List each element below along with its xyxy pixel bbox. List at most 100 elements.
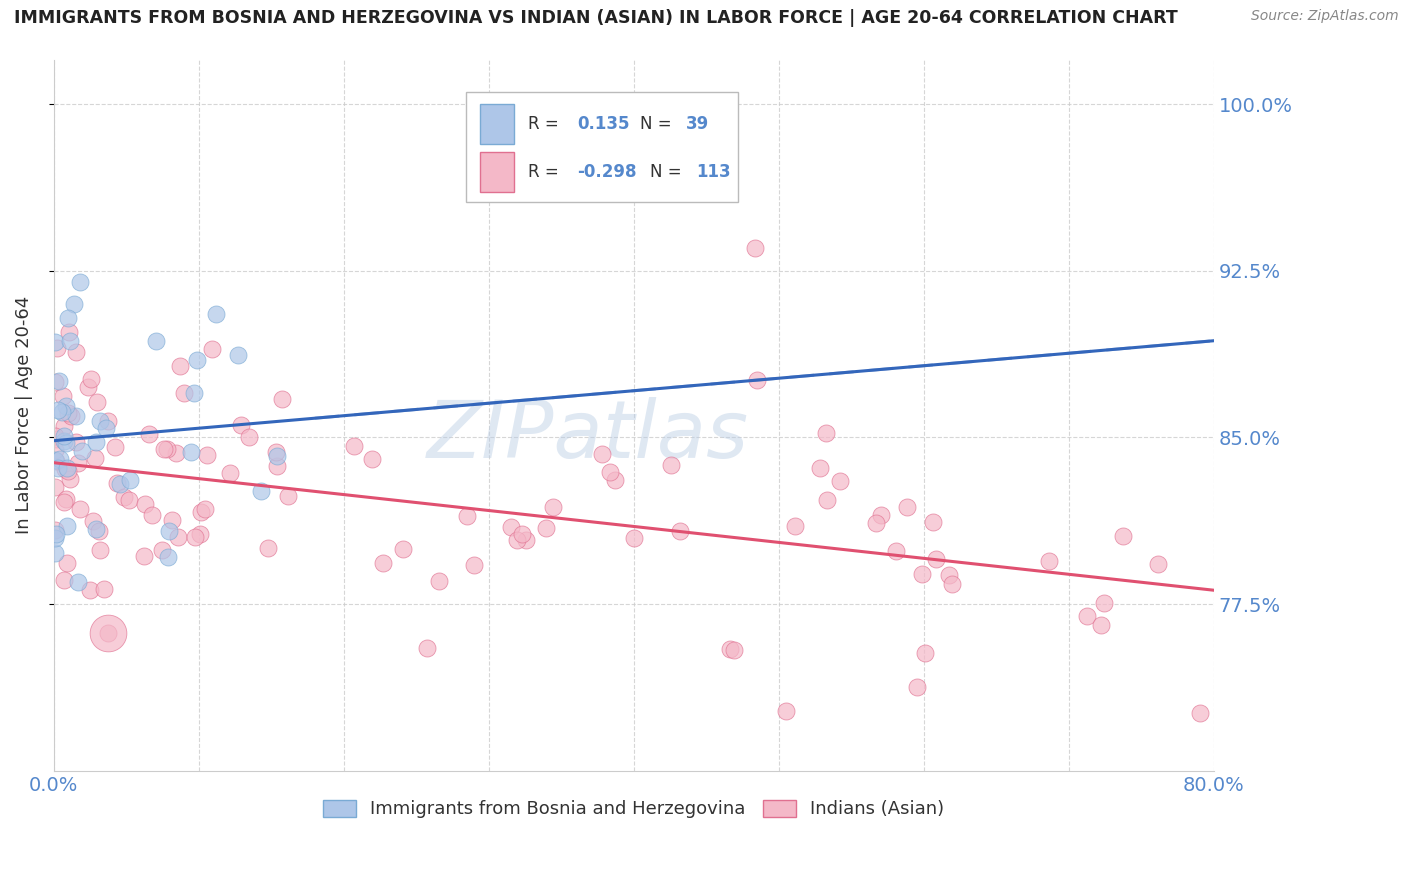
Point (534, 521, 557, 535)
Point (865, 516, 887, 530)
Point (250, 484, 273, 499)
Point (343, 439, 366, 453)
Point (512, 527, 534, 541)
Point (65, 409, 87, 424)
Point (195, 448, 218, 462)
Point (118, 493, 141, 508)
Point (599, 465, 621, 479)
Point (44, 479, 66, 493)
Point (257, 541, 280, 555)
Point (110, 477, 132, 491)
Point (48, 460, 70, 475)
Text: IMMIGRANTS FROM BOSNIA AND HERZEGOVINA VS INDIAN (ASIAN) IN LABOR FORCE | AGE 20: IMMIGRANTS FROM BOSNIA AND HERZEGOVINA V… (14, 9, 1178, 27)
Point (905, 680, 928, 694)
Point (65, 345, 87, 359)
Point (870, 508, 893, 522)
Bar (479, 153, 515, 192)
Legend: Immigrants from Bosnia and Herzegovina, Indians (Asian): Immigrants from Bosnia and Herzegovina, … (316, 792, 952, 826)
Point (1112, 529, 1135, 543)
Point (515, 533, 537, 548)
Point (93, 582, 115, 597)
Point (896, 500, 918, 515)
Point (914, 646, 936, 660)
Point (463, 558, 485, 573)
Point (277, 490, 299, 504)
Point (668, 524, 690, 538)
Point (44, 428, 66, 442)
Text: 113: 113 (696, 163, 731, 181)
Point (938, 568, 960, 582)
Point (84, 434, 107, 449)
Point (45, 453, 67, 467)
Point (45, 432, 67, 446)
Point (58, 325, 80, 339)
Point (814, 426, 837, 441)
Text: Source: ZipAtlas.com: Source: ZipAtlas.com (1251, 9, 1399, 23)
Point (659, 458, 682, 472)
Point (190, 505, 212, 519)
Text: R =: R = (529, 115, 560, 133)
Point (55, 556, 77, 570)
Point (56, 519, 79, 533)
Point (55, 460, 77, 475)
Point (361, 451, 384, 466)
Point (44, 523, 66, 537)
Point (1146, 557, 1168, 571)
Point (53, 573, 76, 587)
Point (53, 428, 76, 442)
Point (271, 392, 294, 406)
Point (44, 545, 66, 559)
Point (186, 352, 208, 367)
Point (94, 421, 117, 435)
Point (89, 543, 111, 558)
Point (80, 371, 103, 385)
Point (921, 515, 943, 529)
Point (231, 418, 253, 433)
Point (138, 427, 160, 442)
Point (105, 476, 128, 491)
Point (87, 524, 110, 539)
Point (69, 275, 91, 289)
Point (911, 567, 934, 582)
Point (194, 501, 217, 516)
Point (1076, 608, 1098, 623)
Point (48, 451, 70, 466)
Point (55, 491, 77, 506)
Point (56, 310, 79, 325)
Point (82, 514, 104, 528)
Point (392, 542, 415, 557)
Point (65, 434, 87, 449)
Y-axis label: In Labor Force | Age 20-64: In Labor Force | Age 20-64 (15, 296, 32, 534)
Point (1038, 554, 1060, 568)
Point (44, 442, 66, 457)
Point (84, 450, 107, 465)
Point (169, 359, 191, 373)
Point (541, 500, 564, 515)
Point (416, 640, 439, 655)
Point (53, 461, 76, 475)
Point (156, 549, 179, 564)
Point (456, 508, 478, 523)
Point (815, 493, 838, 508)
Point (44, 453, 66, 467)
Point (499, 520, 522, 534)
Point (120, 473, 142, 487)
Point (925, 551, 948, 566)
Bar (479, 104, 515, 144)
Point (141, 508, 163, 523)
Point (166, 530, 188, 544)
Point (59, 409, 82, 423)
Point (44, 375, 66, 389)
Point (134, 497, 156, 511)
Text: R =: R = (529, 163, 560, 181)
Point (785, 518, 807, 533)
Point (48, 374, 70, 388)
Point (45, 526, 67, 541)
Point (165, 446, 187, 460)
Point (157, 524, 180, 538)
Point (45, 341, 67, 355)
FancyBboxPatch shape (465, 92, 738, 202)
Point (1092, 596, 1115, 610)
Point (76, 380, 98, 394)
Point (183, 386, 205, 401)
